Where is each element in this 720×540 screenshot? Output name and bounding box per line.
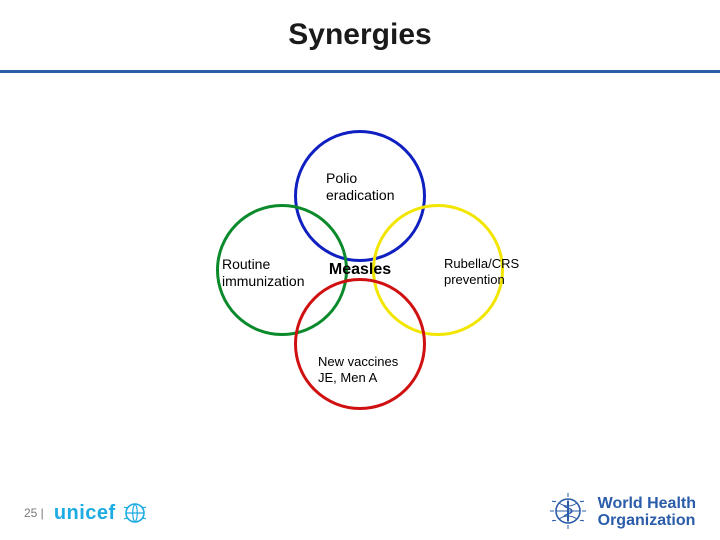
page-number: 25 |	[24, 506, 44, 520]
slide-title: Synergies	[0, 18, 720, 52]
who-line1: World Health	[598, 496, 696, 513]
title-rule	[0, 70, 720, 73]
footer: 25 | unicef	[0, 486, 720, 540]
label-center: Measles	[170, 260, 550, 279]
slide: Synergies Polioeradication Routineimmuni…	[0, 0, 720, 540]
who-emblem-icon	[548, 491, 588, 536]
unicef-logo: unicef	[54, 500, 148, 526]
unicef-text: unicef	[54, 502, 116, 525]
label-bottom: New vaccinesJE, Men A	[318, 354, 398, 385]
who-logo: World Health Organization	[548, 491, 696, 536]
circle-bottom	[294, 278, 426, 410]
unicef-globe-icon	[122, 500, 148, 526]
who-text: World Health Organization	[598, 496, 696, 530]
label-top: Polioeradication	[326, 170, 395, 204]
venn-diagram: Polioeradication Routineimmunization Rub…	[170, 110, 550, 400]
who-line2: Organization	[598, 513, 696, 530]
footer-left: 25 | unicef	[24, 500, 148, 526]
